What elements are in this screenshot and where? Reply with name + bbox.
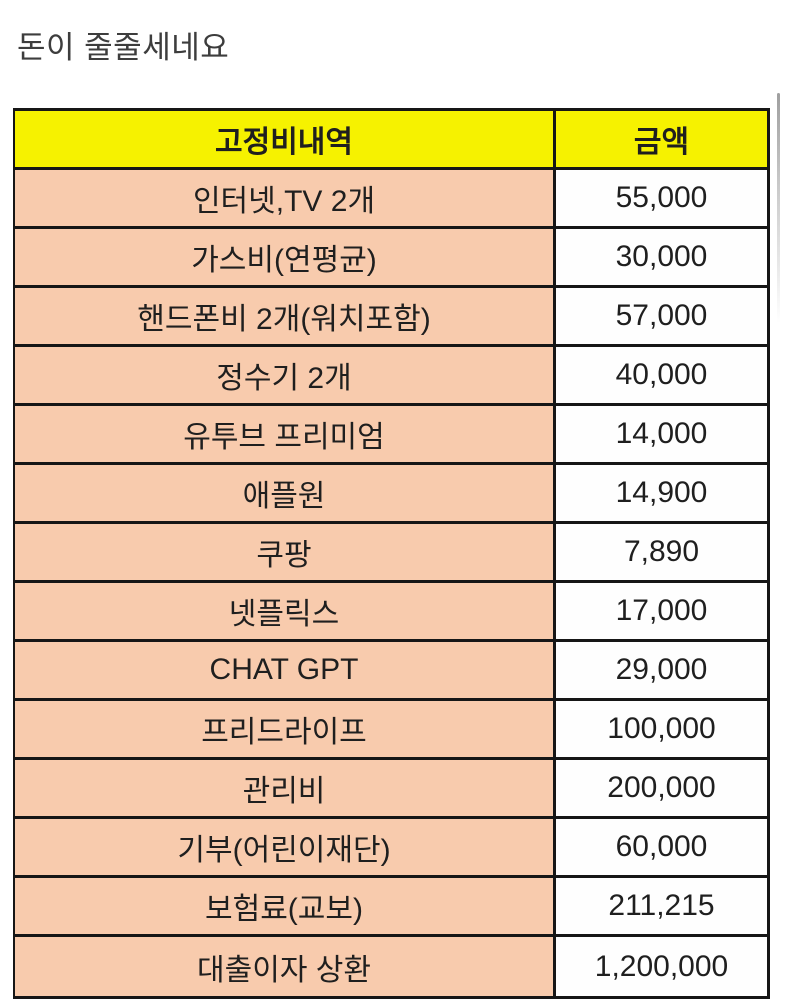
item-cell: 애플원: [15, 465, 556, 521]
table-row: CHAT GPT 29,000: [15, 642, 767, 701]
table-row: 관리비 200,000: [15, 760, 767, 819]
item-cell: CHAT GPT: [15, 642, 556, 698]
fixed-costs-table: 고정비내역 금액 인터넷,TV 2개 55,000 가스비(연평균) 30,00…: [13, 108, 770, 999]
amount-cell: 200,000: [556, 760, 767, 816]
item-cell: 인터넷,TV 2개: [15, 170, 556, 226]
amount-cell: 60,000: [556, 819, 767, 875]
amount-cell: 55,000: [556, 170, 767, 226]
table-row: 정수기 2개 40,000: [15, 347, 767, 406]
item-cell: 기부(어린이재단): [15, 819, 556, 875]
table-row: 프리드라이프 100,000: [15, 701, 767, 760]
table-header-row: 고정비내역 금액: [15, 111, 767, 170]
item-cell: 관리비: [15, 760, 556, 816]
amount-cell: 57,000: [556, 288, 767, 344]
table-row: 넷플릭스 17,000: [15, 583, 767, 642]
column-header-amount: 금액: [556, 111, 767, 167]
table-row: 보험료(교보) 211,215: [15, 878, 767, 937]
item-cell: 보험료(교보): [15, 878, 556, 934]
table-row: 핸드폰비 2개(워치포함) 57,000: [15, 288, 767, 347]
item-cell: 대출이자 상환: [15, 937, 556, 996]
amount-cell: 40,000: [556, 347, 767, 403]
item-cell: 가스비(연평균): [15, 229, 556, 285]
amount-cell: 211,215: [556, 878, 767, 934]
item-cell: 넷플릭스: [15, 583, 556, 639]
item-cell: 프리드라이프: [15, 701, 556, 757]
scrollbar-fragment[interactable]: [777, 93, 780, 323]
amount-cell: 14,000: [556, 406, 767, 462]
item-cell: 쿠팡: [15, 524, 556, 580]
table-row: 인터넷,TV 2개 55,000: [15, 170, 767, 229]
table-row: 기부(어린이재단) 60,000: [15, 819, 767, 878]
amount-cell: 7,890: [556, 524, 767, 580]
column-header-item: 고정비내역: [15, 111, 556, 167]
item-cell: 핸드폰비 2개(워치포함): [15, 288, 556, 344]
amount-cell: 30,000: [556, 229, 767, 285]
table-row: 애플원 14,900: [15, 465, 767, 524]
amount-cell: 14,900: [556, 465, 767, 521]
item-cell: 유투브 프리미엄: [15, 406, 556, 462]
amount-cell: 17,000: [556, 583, 767, 639]
table-row: 가스비(연평균) 30,000: [15, 229, 767, 288]
page-title: 돈이 줄줄세네요: [17, 30, 230, 65]
amount-cell: 1,200,000: [556, 937, 767, 996]
item-cell: 정수기 2개: [15, 347, 556, 403]
amount-cell: 29,000: [556, 642, 767, 698]
table-row: 유투브 프리미엄 14,000: [15, 406, 767, 465]
table-row: 쿠팡 7,890: [15, 524, 767, 583]
amount-cell: 100,000: [556, 701, 767, 757]
table-row: 대출이자 상환 1,200,000: [15, 937, 767, 996]
